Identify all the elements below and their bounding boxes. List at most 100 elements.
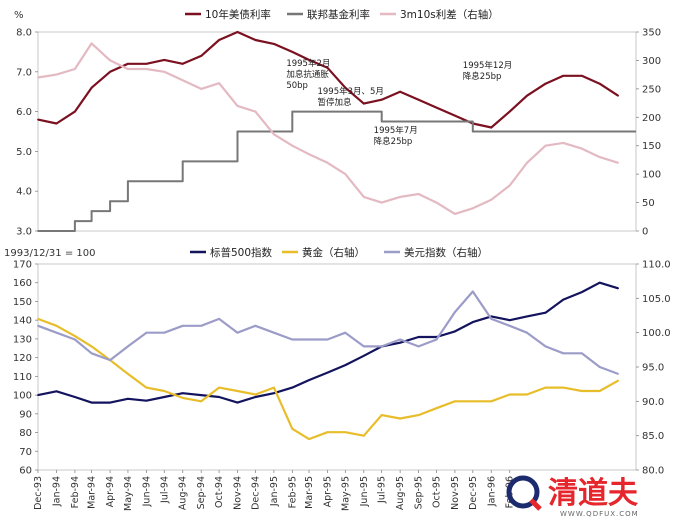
data-point: [598, 156, 601, 159]
legend-label-2: 联邦基金利率: [307, 8, 370, 21]
data-point: [254, 39, 257, 41]
data-point: [218, 39, 221, 41]
data-point: [471, 400, 474, 403]
data-point: [163, 59, 166, 61]
data-point: [617, 130, 619, 133]
data-point: [380, 201, 383, 204]
data-point: [218, 318, 221, 320]
data-point: [399, 341, 401, 344]
data-point: [580, 74, 583, 77]
left-tick-label: 80: [19, 428, 32, 439]
data-point: [580, 352, 583, 355]
data-point: [617, 287, 619, 290]
bottom-base-label: 1993/12/31 = 100: [4, 248, 95, 259]
data-point: [74, 110, 76, 113]
data-point: [55, 324, 58, 327]
data-point: [308, 153, 310, 156]
left-tick-label: 4.0: [16, 187, 32, 198]
left-tick-label: 100: [13, 391, 32, 402]
data-point: [308, 379, 310, 381]
data-point: [399, 417, 401, 420]
data-point: [326, 371, 329, 374]
data-point: [417, 414, 420, 416]
data-point: [380, 98, 383, 101]
data-point: [291, 338, 294, 341]
data-point: [200, 400, 203, 403]
data-point: [417, 193, 420, 195]
data-point: [291, 110, 294, 113]
data-point: [145, 331, 148, 334]
data-point: [218, 386, 221, 389]
annotation-1-line-2: 加息抗通胀: [286, 69, 329, 80]
x-tick-label: Dec-94: [250, 476, 261, 510]
data-point: [562, 352, 565, 355]
data-point: [90, 86, 93, 89]
data-point: [526, 331, 528, 334]
right-tick-label: 350: [642, 28, 661, 39]
top-chart: % 3.0 4.0 5.0 6.0 7.0 8.0 0 50 100 150 200 250 300 3…: [14, 8, 661, 238]
data-point: [90, 42, 93, 45]
annotation-3-line-1: 1995年7月: [374, 125, 418, 136]
data-point: [74, 396, 76, 398]
x-tick-label: Jul-94: [159, 476, 170, 504]
data-point: [109, 70, 111, 73]
data-point: [37, 394, 39, 396]
data-point: [273, 392, 275, 395]
legend-label-1: 10年美债利率: [205, 8, 271, 21]
data-point: [454, 311, 456, 313]
data-point: [37, 230, 39, 232]
data-point: [236, 105, 239, 107]
data-point: [562, 386, 565, 389]
legend-label-2: 黄金（右轴）: [302, 246, 365, 259]
annotation-4-line-2: 降息25bp: [463, 71, 502, 82]
data-point: [344, 331, 347, 334]
data-point: [273, 331, 275, 334]
data-point: [145, 399, 148, 402]
series-line-top-2: [38, 110, 636, 232]
data-point: [163, 70, 166, 73]
data-point: [74, 338, 76, 341]
data-point: [399, 90, 401, 93]
data-point: [55, 73, 58, 76]
right-tick-label: 0: [642, 227, 648, 238]
data-point: [380, 120, 383, 123]
data-point: [380, 414, 383, 416]
data-point: [544, 144, 547, 147]
data-point: [362, 102, 365, 105]
x-tick-label: May-94: [123, 476, 134, 511]
left-tick-label: 150: [13, 297, 32, 308]
data-point: [490, 126, 493, 129]
data-point: [218, 82, 221, 85]
x-tick-label: Sep-94: [196, 476, 207, 509]
series-line-bot-3: [37, 290, 619, 375]
x-tick-label: Aug-94: [178, 476, 189, 510]
x-tick-label: Jan-95: [269, 476, 280, 507]
data-point: [127, 397, 129, 400]
right-tick-label: 110.0: [642, 260, 671, 271]
top-left-unit: %: [14, 10, 24, 21]
data-point: [127, 68, 129, 70]
left-tick-label: 60: [19, 466, 32, 477]
data-point: [617, 161, 619, 164]
data-point: [544, 345, 547, 348]
data-point: [326, 431, 329, 434]
data-point: [562, 74, 565, 77]
data-point: [617, 373, 619, 375]
data-point: [181, 160, 184, 163]
annotation-3-line-2: 降息25bp: [374, 136, 413, 147]
data-point: [291, 51, 294, 53]
watermark-url: WWW.QDFUX.COM: [560, 510, 639, 518]
x-tick-label: Nov-94: [233, 476, 244, 510]
x-tick-label: Feb-95: [287, 476, 298, 508]
data-point: [200, 55, 203, 57]
data-point: [90, 352, 93, 355]
data-point: [526, 161, 528, 164]
data-point: [399, 338, 401, 341]
x-tick-label: Nov-95: [450, 476, 461, 510]
data-point: [127, 373, 129, 375]
right-tick-label: 105.0: [642, 294, 671, 305]
data-point: [200, 394, 203, 396]
data-point: [598, 366, 601, 368]
data-point: [55, 122, 58, 125]
